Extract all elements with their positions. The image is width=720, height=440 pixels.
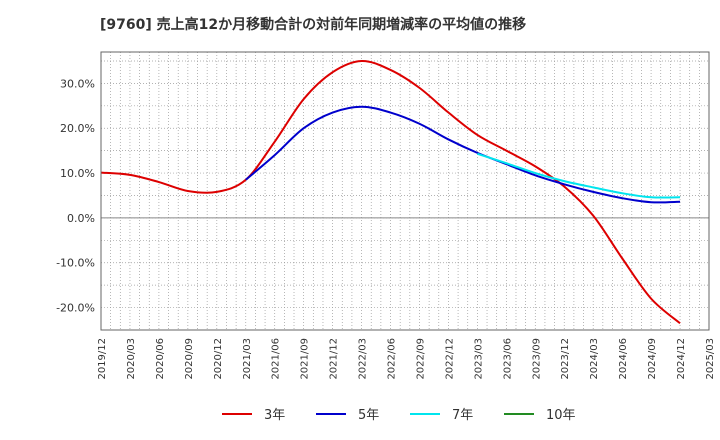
x-tick-label: 2024/09	[647, 338, 658, 380]
x-tick-label: 2021/12	[329, 338, 340, 380]
x-tick-label: 2022/06	[387, 338, 398, 380]
y-tick-label: -10.0%	[56, 257, 95, 270]
series-line-5年	[245, 105, 681, 204]
x-tick-label: 2024/06	[618, 338, 629, 380]
legend-label: 10年	[546, 408, 576, 423]
grid	[100, 52, 710, 330]
legend-label: 3年	[264, 408, 285, 423]
x-tick-label: 2020/12	[213, 338, 224, 380]
series-lines	[100, 59, 681, 325]
x-tick-label: 2024/03	[589, 338, 600, 380]
y-tick-label: 0.0%	[67, 212, 95, 225]
x-tick-label: 2019/12	[97, 338, 108, 380]
legend-label: 5年	[358, 408, 379, 423]
x-tick-label: 2023/12	[560, 338, 571, 380]
legend-label: 7年	[452, 408, 473, 423]
x-tick-label: 2023/06	[502, 338, 513, 380]
series-line-3年	[100, 59, 681, 325]
y-tick-label: 10.0%	[60, 167, 95, 180]
x-tick-label: 2020/09	[184, 338, 195, 380]
legend: 3年 5年 7年 10年	[222, 408, 576, 423]
y-tick-label: -20.0%	[56, 302, 95, 315]
x-tick-label: 2022/09	[415, 338, 426, 380]
plot-frame	[100, 51, 710, 331]
series-line-7年	[477, 152, 681, 199]
x-tick-label: 2020/06	[155, 338, 166, 380]
y-axis-ticks: 30.0% 20.0% 10.0% 0.0% -10.0% -20.0%	[56, 77, 95, 314]
x-tick-label: 2021/06	[271, 338, 282, 380]
x-axis-ticks: 2019/12 2020/03 2020/06 2020/09 2020/12 2021/…	[97, 338, 716, 380]
x-tick-label: 2021/09	[300, 338, 311, 380]
x-tick-label: 2025/03	[705, 338, 716, 380]
y-tick-label: 30.0%	[60, 77, 95, 90]
x-tick-label: 2024/12	[676, 338, 687, 380]
x-tick-label: 2021/03	[242, 338, 253, 380]
chart-title: [9760] 売上高12か月移動合計の対前年同期増減率の平均値の推移	[100, 17, 527, 33]
x-tick-label: 2023/09	[531, 338, 542, 380]
x-tick-label: 2020/03	[126, 338, 137, 380]
x-tick-label: 2022/03	[358, 338, 369, 380]
y-tick-label: 20.0%	[60, 122, 95, 135]
x-tick-label: 2023/03	[473, 338, 484, 380]
x-tick-label: 2022/12	[444, 338, 455, 380]
